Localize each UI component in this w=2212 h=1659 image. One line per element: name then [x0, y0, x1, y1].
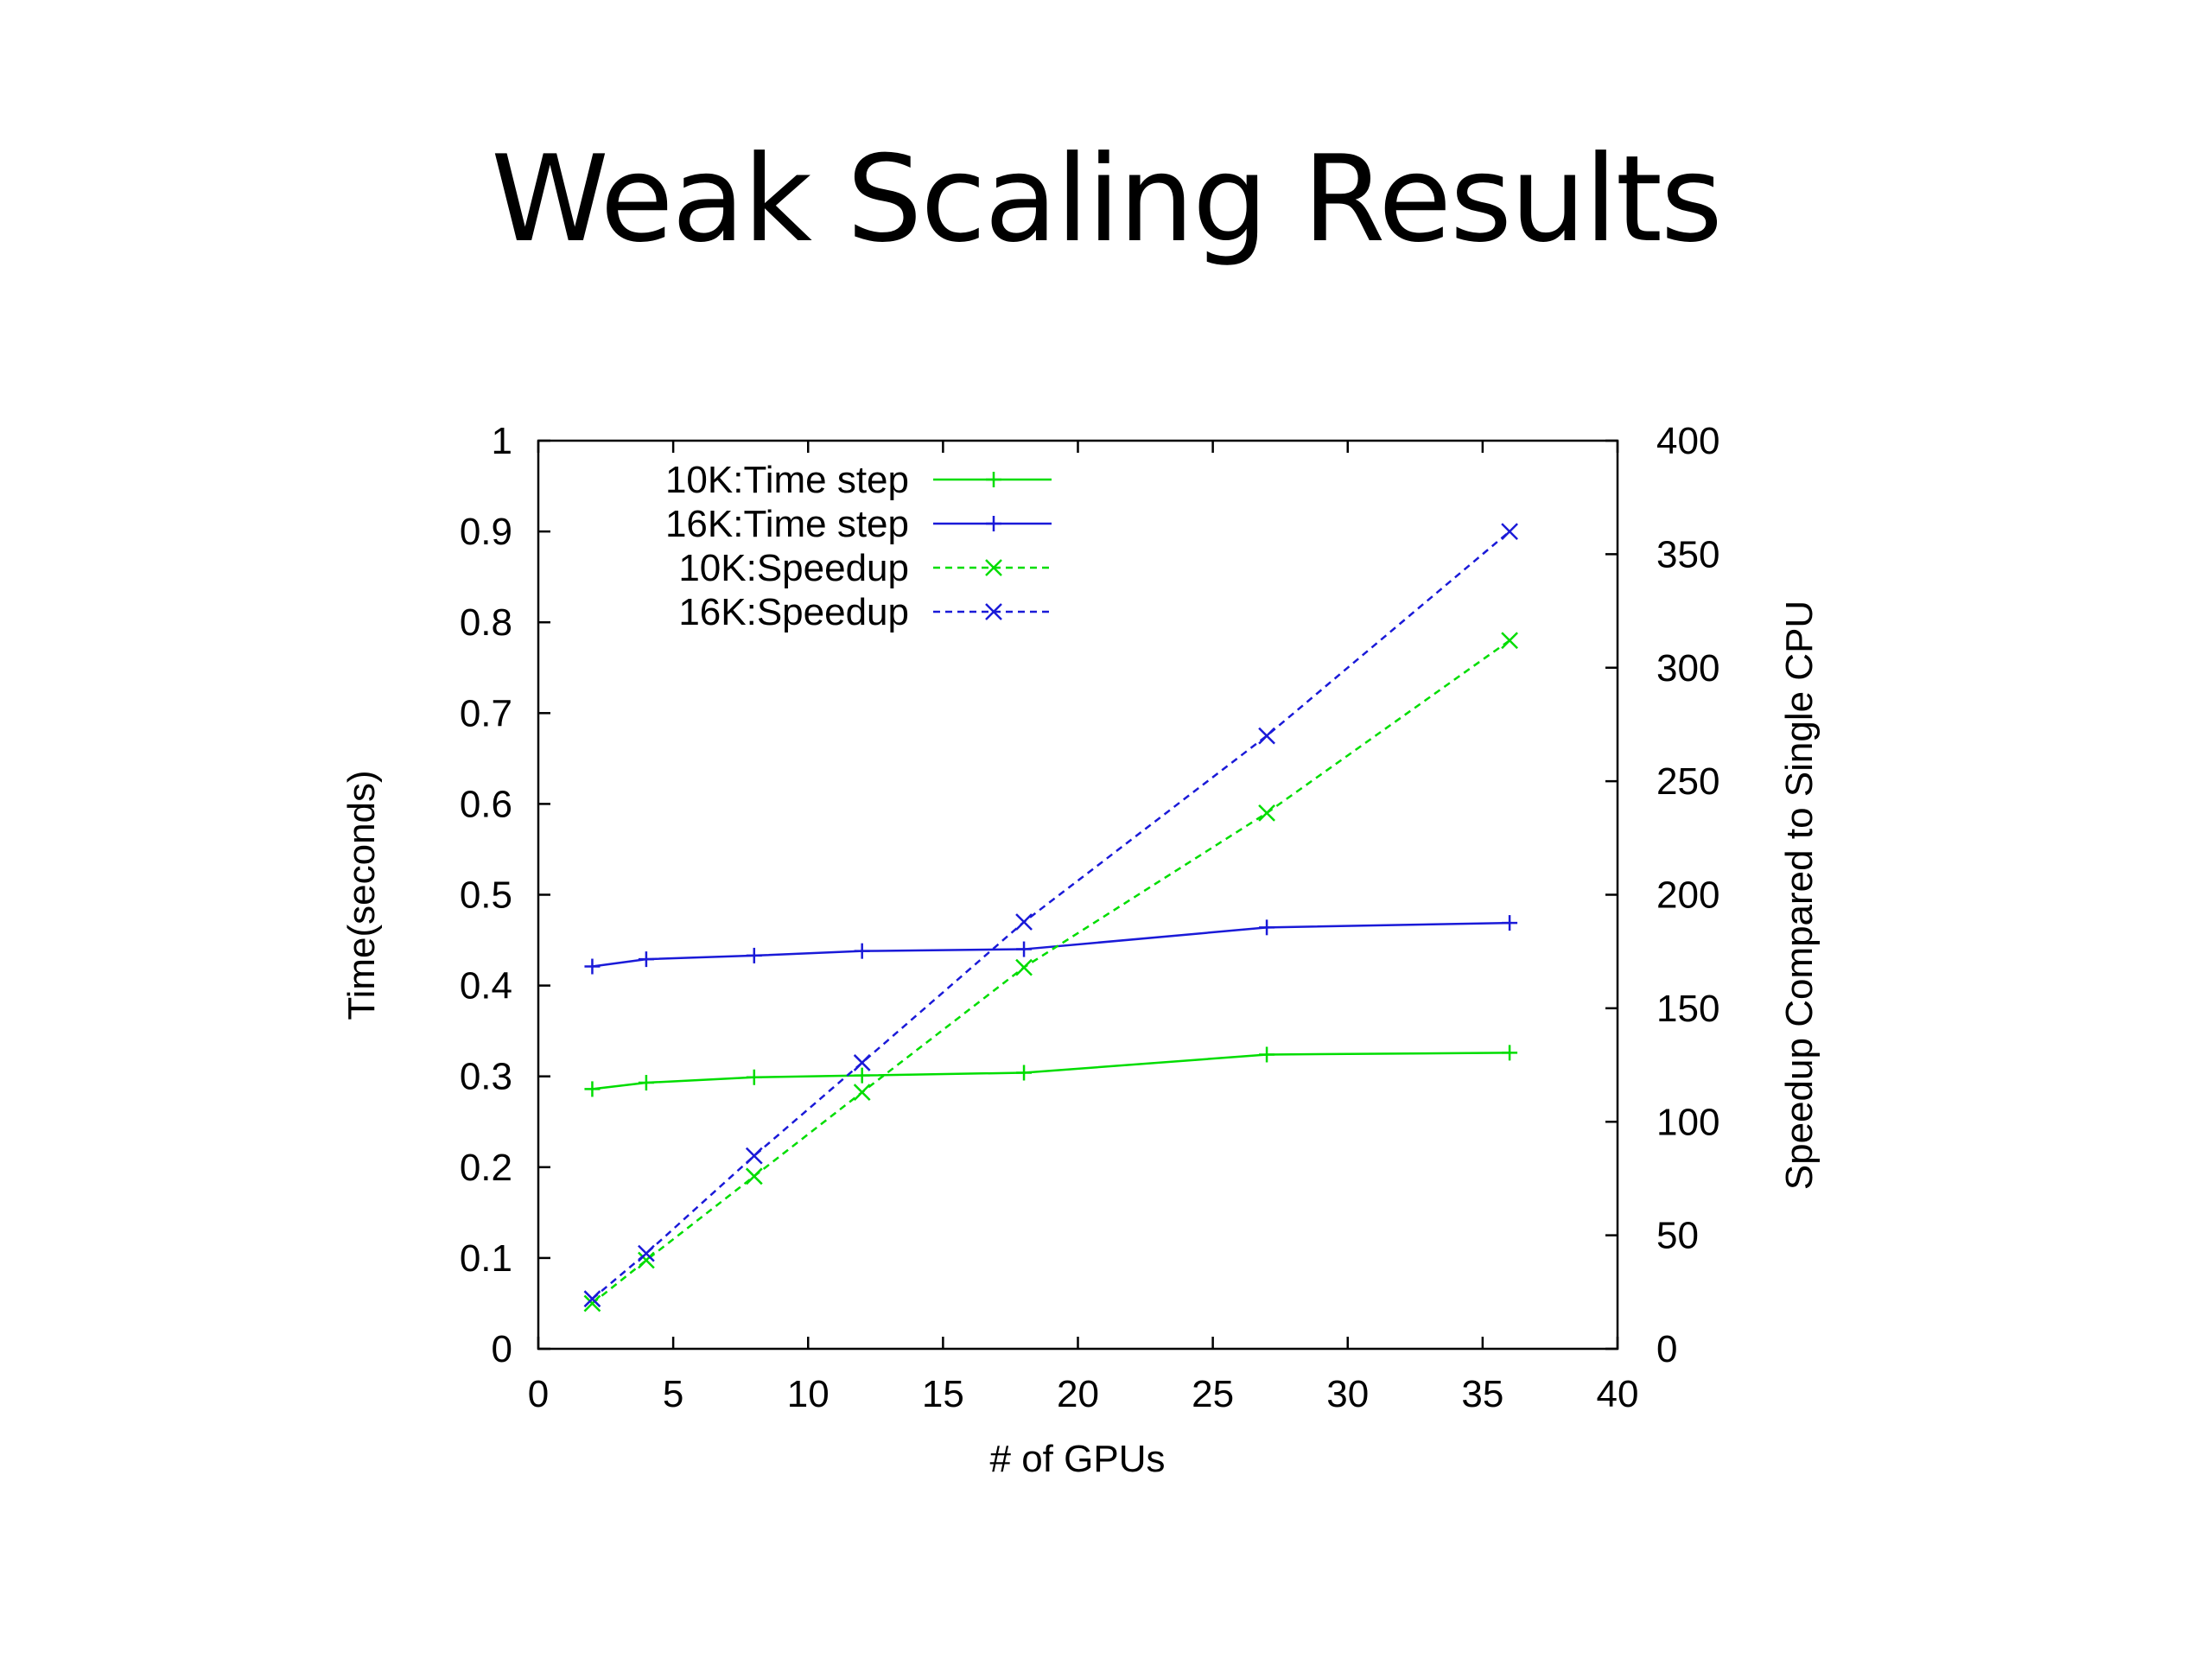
y-tick-label: 0: [492, 1328, 512, 1370]
x-tick-label: 25: [1192, 1373, 1234, 1415]
data-point: [1015, 913, 1033, 931]
y-tick-label: 0.8: [460, 601, 512, 644]
y-tick-label: 0.7: [460, 692, 512, 734]
data-point: [745, 1147, 763, 1165]
y2-tick-label: 350: [1656, 533, 1719, 575]
y2-tick-label: 100: [1656, 1101, 1719, 1143]
x-axis-label: # of GPUs: [990, 1438, 1166, 1480]
data-point: [1258, 804, 1275, 822]
series-line: [592, 921, 1510, 968]
x-tick-label: 15: [922, 1373, 964, 1415]
legend-marker: [985, 603, 1002, 620]
y-tick-label: 0.1: [460, 1237, 512, 1280]
y-tick-label: 0.9: [460, 511, 512, 553]
legend-label: 16K:Speedup: [678, 591, 909, 633]
slide-title: Weak Scaling Results: [491, 130, 1723, 269]
series-1: [584, 915, 1518, 975]
legend-label: 10K:Time step: [665, 459, 909, 501]
y2-tick-label: 250: [1656, 760, 1719, 803]
data-point: [853, 1084, 871, 1101]
data-point: [1015, 958, 1033, 976]
x-tick-label: 35: [1461, 1373, 1503, 1415]
y2-tick-label: 150: [1656, 988, 1719, 1030]
y-tick-label: 1: [492, 420, 512, 462]
series-line: [591, 639, 1510, 1305]
x-tick-label: 10: [787, 1373, 830, 1415]
y2-axis-label: Speedup Compared to Single CPU: [1778, 601, 1821, 1190]
x-axis: 0 5 10 15 20 25 30 35 40: [528, 441, 1639, 1415]
series-3: [583, 523, 1518, 1308]
series-line: [592, 1052, 1510, 1090]
y-tick-label: 0.4: [460, 965, 512, 1007]
y-axis-left: 0 0.1 0.2 0.3 0.4 0.5 0.6 0.7 0.8 0.9 1: [460, 420, 550, 1370]
data-point: [583, 1294, 601, 1313]
series-layer: [583, 523, 1518, 1313]
legend-marker: [985, 559, 1002, 576]
data-point: [853, 1054, 871, 1071]
x-tick-label: 0: [528, 1373, 549, 1415]
data-point: [1501, 632, 1518, 650]
series-line: [591, 531, 1510, 1300]
y2-tick-label: 200: [1656, 874, 1719, 917]
legend-label: 16K:Time step: [665, 503, 909, 545]
y-tick-label: 0.6: [460, 783, 512, 825]
series-2: [583, 632, 1518, 1313]
y-tick-label: 0.3: [460, 1056, 512, 1098]
x-tick-label: 5: [663, 1373, 683, 1415]
y2-tick-label: 400: [1656, 420, 1719, 462]
x-tick-label: 40: [1597, 1373, 1639, 1415]
y-tick-label: 0.2: [460, 1147, 512, 1189]
y-axis-right: 0 50 100 150 200 250 300 350 400: [1605, 420, 1719, 1370]
data-point: [638, 1244, 655, 1262]
y-tick-label: 0.5: [460, 874, 512, 917]
data-point: [1501, 523, 1518, 540]
legend-label: 10K:Speedup: [678, 547, 909, 589]
x-tick-label: 30: [1326, 1373, 1369, 1415]
data-point: [583, 1290, 601, 1308]
data-point: [745, 1167, 763, 1185]
x-tick-label: 20: [1057, 1373, 1099, 1415]
y2-tick-label: 300: [1656, 647, 1719, 690]
series-0: [584, 1045, 1518, 1097]
data-point: [1258, 727, 1275, 745]
data-point: [638, 1251, 655, 1269]
y2-tick-label: 50: [1656, 1215, 1699, 1257]
y-axis-label: Time(seconds): [340, 770, 383, 1020]
y2-tick-label: 0: [1656, 1328, 1677, 1370]
